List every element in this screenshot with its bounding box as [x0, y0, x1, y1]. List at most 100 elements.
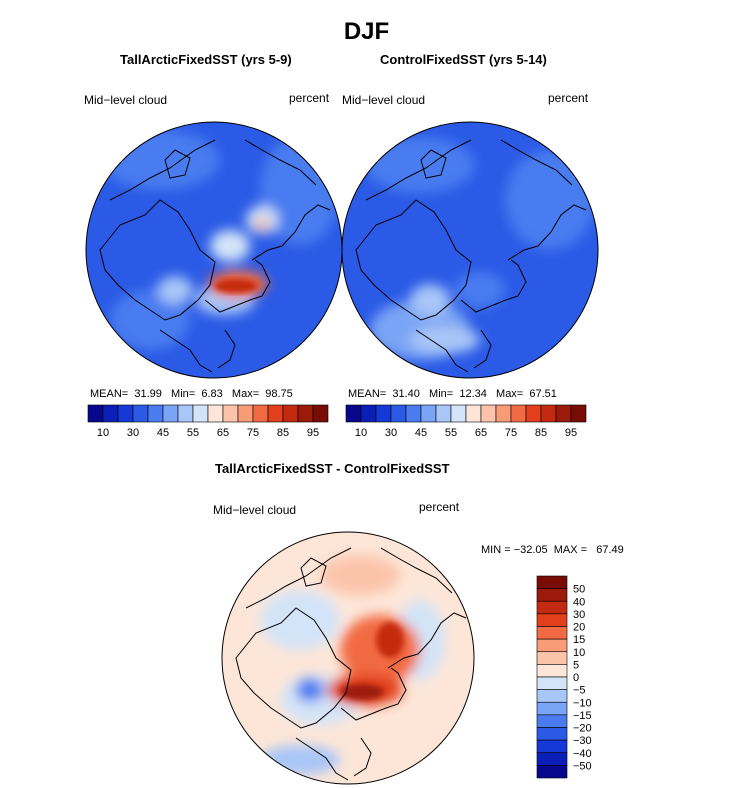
panel-1-stats: MEAN= 31.99 Min= 6.83 Max= 98.75: [90, 388, 293, 400]
colorbar-1-tick-label: 55: [187, 427, 199, 439]
map-2-coastlines: [355, 139, 587, 373]
colorbar-3-swatch: [536, 651, 568, 665]
colorbar-3-swatch: [536, 739, 568, 754]
colorbar-3-swatch: [536, 588, 568, 602]
map-2-patch-barents: [455, 272, 505, 308]
panel-2-units-label: percent: [548, 91, 589, 105]
colorbar-2-swatch: [465, 404, 482, 423]
colorbar-2-tick-label: 30: [385, 427, 397, 439]
map-2: [342, 122, 598, 378]
map-2-patch-siberia: [505, 150, 595, 250]
map-1-patch-barents-core: [214, 279, 258, 293]
colorbar-1-tick-label: 45: [157, 427, 169, 439]
colorbar-3-tick-label: −15: [573, 710, 592, 722]
colorbar-1-swatch: [222, 404, 239, 423]
panel-1-mean: 31.99: [134, 388, 162, 400]
colorbar-3-swatch: [536, 638, 568, 653]
map-3-patch-archipelago: [260, 590, 340, 650]
colorbar-3-tick-label: −5: [573, 685, 586, 697]
colorbar-3-swatch: [536, 714, 568, 728]
panel-1-max: 98.75: [265, 388, 293, 400]
colorbar-1-swatch: [297, 404, 314, 423]
colorbar-2-swatch: [555, 404, 572, 423]
colorbar-2-swatch: [390, 404, 407, 423]
colorbar-1-tick-label: 75: [247, 427, 259, 439]
colorbar-3-tick-label: 10: [573, 647, 585, 659]
map-1-patch-kara-high: [256, 218, 268, 230]
panel-3-title: TallArcticFixedSST - ControlFixedSST: [215, 461, 450, 476]
colorbar-3-tick-label: 5: [573, 659, 579, 671]
map-3-patch-kara-core: [376, 622, 404, 658]
colorbar-3-swatch: [536, 613, 568, 627]
panel-2-min-label: Min=: [429, 388, 454, 400]
colorbar-3-tick-label: −30: [573, 735, 592, 747]
colorbar-2-tick-label: 55: [445, 427, 457, 439]
colorbar-1-swatch: [282, 404, 299, 423]
colorbar-3-tick-label: 50: [573, 584, 585, 596]
colorbar-2-swatch: [405, 404, 422, 423]
panel-2-min: 12.34: [459, 388, 487, 400]
panel-2-title: ControlFixedSST (yrs 5-14): [380, 52, 547, 67]
colorbar-3-tick-label: 15: [573, 634, 585, 646]
colorbar-3-swatch: [536, 765, 568, 779]
colorbar-2-swatch: [360, 404, 377, 423]
colorbar-1-swatch: [267, 404, 284, 423]
panel-3-minmax: MIN = −32.05 MAX = 67.49: [481, 544, 624, 556]
colorbar-3-swatch: [536, 701, 568, 716]
colorbar-1-swatch: [312, 404, 329, 423]
colorbar-2-swatch: [495, 404, 512, 423]
colorbar-1-swatch: [162, 404, 179, 423]
colorbar-1-swatch: [237, 404, 254, 423]
map-1-coastlines: [99, 139, 331, 373]
map-1-patch-pacific: [100, 130, 220, 190]
map-3-coastlines: [235, 547, 467, 781]
colorbar-2-tick-label: 75: [505, 427, 517, 439]
colorbar-2-swatch: [435, 404, 452, 423]
colorbar-3-swatch: [536, 727, 568, 741]
colorbar-2-swatch: [525, 404, 542, 423]
colorbar-1-swatch: [147, 404, 164, 423]
map-1: [86, 122, 342, 378]
panel-1-max-label: Max=: [231, 388, 260, 400]
map-2-patch-greenland: [410, 284, 450, 316]
colorbar-1-tick-label: 95: [307, 427, 319, 439]
colorbar-1-swatch: [87, 404, 104, 423]
colorbar-1-swatch: [117, 404, 134, 423]
panel-1-variable-label: Mid−level cloud: [84, 93, 168, 107]
map-3-patch-barents-core: [340, 684, 384, 700]
map-3-patch-greenland: [296, 678, 324, 702]
colorbar-3-tick-label: 0: [573, 672, 579, 684]
colorbar-3-swatch: [536, 575, 568, 589]
colorbar-3-tick-label: −20: [573, 723, 592, 735]
panel-2-mean: 31.40: [392, 388, 420, 400]
colorbar-2-tick-label: 45: [415, 427, 427, 439]
colorbar-1-swatch: [252, 404, 269, 423]
map-3-patch-atlantic: [260, 745, 340, 775]
colorbar-2-swatch: [420, 404, 437, 423]
colorbar-2-swatch: [375, 404, 392, 423]
colorbar-3-tick-label: 20: [573, 622, 585, 634]
map-1-patch-canada: [110, 290, 190, 350]
colorbar-2-swatch: [480, 404, 497, 423]
colorbar-1-swatch: [102, 404, 119, 423]
colorbar-2-swatch: [570, 404, 587, 423]
colorbar-1-swatch: [177, 404, 194, 423]
panel-1-min: 6.83: [201, 388, 223, 400]
colorbar-3-swatch: [536, 600, 568, 615]
colorbar-1-swatch: [207, 404, 224, 423]
panel-1-mean-label: MEAN=: [90, 388, 129, 400]
panel-1-title: TallArcticFixedSST (yrs 5-9): [120, 52, 292, 67]
colorbar-2-swatch: [345, 404, 362, 423]
map-1-patch-greenland: [157, 276, 193, 304]
colorbar-1-tick-label: 85: [277, 427, 289, 439]
colorbar-2-swatch: [510, 404, 527, 423]
colorbar-3-swatch: [536, 664, 568, 678]
panel-3-variable-label: Mid−level cloud: [213, 503, 297, 517]
panel-2-mean-label: MEAN=: [348, 388, 387, 400]
map-1-patch-central: [210, 230, 250, 262]
colorbar-1-tick-label: 65: [217, 427, 229, 439]
map-3-boundary: [221, 531, 475, 785]
colorbar-2-tick-label: 10: [355, 427, 367, 439]
map-2-patch-pacific: [365, 137, 475, 193]
